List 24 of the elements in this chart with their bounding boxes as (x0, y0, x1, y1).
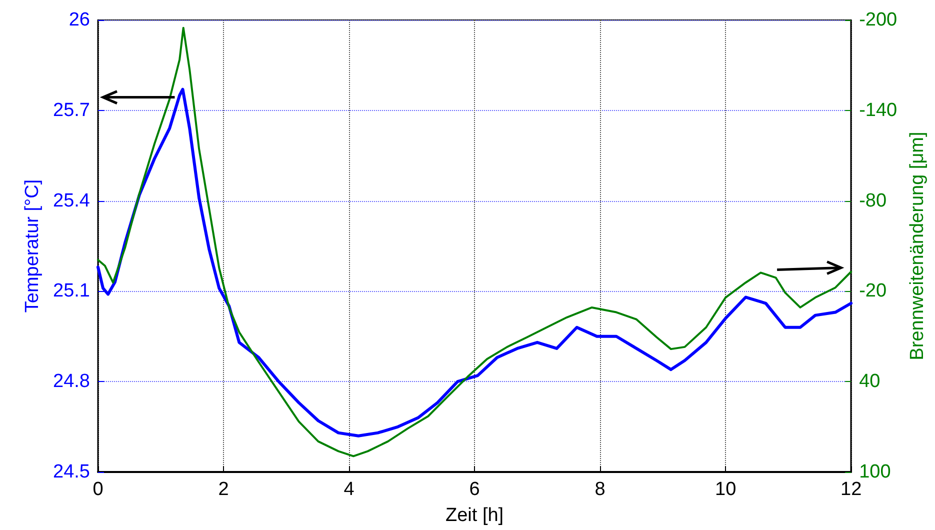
x-tick-label: 0 (92, 479, 104, 500)
y2-tick-label: -200 (859, 10, 898, 30)
y-axis-title: Temperatur [°C] (22, 179, 43, 313)
y2-axis-title: Brennweitenänderung [μm] (907, 132, 928, 360)
y2-tick-label: -140 (859, 100, 898, 121)
y-tick-label: 24.8 (53, 371, 90, 392)
x-tick-label: 10 (714, 479, 736, 500)
y-tick-label: 24.5 (53, 462, 90, 482)
y2-tick-label: 40 (859, 371, 880, 392)
x-tick-label: 2 (218, 479, 229, 500)
x-axis-title: Zeit [h] (445, 505, 504, 526)
y-tick-label: 25.7 (53, 100, 90, 121)
y-tick-label: 26 (68, 10, 90, 30)
x-tick-label: 4 (344, 479, 355, 500)
x-tick-label: 6 (469, 479, 480, 500)
x-tick-label: 12 (840, 479, 862, 500)
y2-tick-label: -20 (859, 280, 887, 302)
y2-tick-label: 100 (859, 462, 891, 482)
x-tick-label: 8 (594, 479, 606, 500)
y-tick-label: 25.1 (53, 280, 90, 302)
line-series (96, 88, 853, 438)
y2-tick-label: -80 (859, 190, 887, 212)
y-tick-label: 25.4 (53, 190, 90, 212)
line-series (97, 26, 852, 458)
